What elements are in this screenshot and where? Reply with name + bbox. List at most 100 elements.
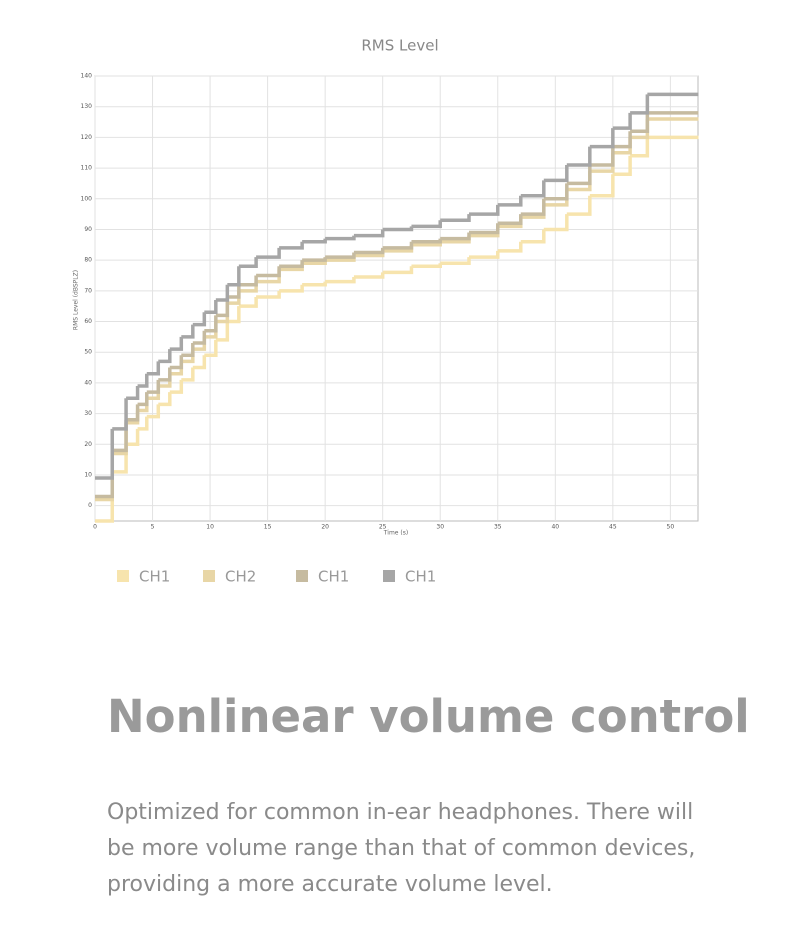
step-segment [543,214,569,232]
legend-label: CH2 [225,568,256,586]
step-segment [192,355,207,370]
y-tick-label: 80 [84,257,92,264]
legend-swatch [383,570,395,582]
step-segment [497,241,523,253]
step-segment [468,223,500,235]
step-segment [256,247,281,259]
step-segment [630,94,650,115]
step-segment [566,165,592,186]
y-tick-label: 100 [81,195,93,202]
y-tick-label: 50 [84,349,92,356]
x-tick-label: 50 [667,524,675,531]
step-segment [204,300,218,315]
step-segment [204,315,218,333]
x-tick-label: 20 [321,524,329,531]
y-tick-label: 90 [84,226,92,233]
heading: Nonlinear volume control [107,690,750,743]
step-segment [589,128,615,149]
body-text: Optimized for common in-ear headphones. … [107,800,696,897]
step-segment [256,266,281,278]
step-segment [630,137,650,158]
step-segment [95,428,115,480]
step-segment [279,260,304,269]
step-segment [612,155,632,176]
step-segment [227,266,241,287]
x-tick-label: 35 [494,524,502,531]
y-tick-label: 0 [88,502,92,509]
step-segment [181,343,195,358]
step-segment [238,257,258,269]
step-segment [181,367,195,382]
step-segment [126,385,140,400]
step-segment [137,373,149,388]
step-segment [612,112,632,130]
y-tick-label: 10 [84,471,92,478]
step-segment [192,330,207,345]
step-segment [497,214,523,226]
step-segment [440,232,471,241]
step-segment [353,229,385,238]
step-segment [215,321,230,342]
step-segment [256,290,281,299]
step-segment [146,361,161,376]
y-tick-label: 20 [84,441,92,448]
y-tick-label: 30 [84,410,92,417]
step-segment [238,275,258,287]
legend-label: CH1 [405,568,436,586]
legend-label: CH1 [139,568,170,586]
step-segment [158,349,172,364]
y-tick-label: 60 [84,318,92,325]
x-tick-label: 25 [379,524,387,531]
step-segment [468,250,500,259]
step-segment [411,220,442,229]
legend-swatch [296,570,308,582]
step-segment [126,404,140,422]
step-segment [169,355,184,370]
step-segment [158,367,172,382]
step-segment [589,146,615,167]
step-segment [112,398,128,431]
y-axis-label: RMS Level (dBSPLZ) [73,270,80,330]
step-segment [192,312,207,327]
step-segment [238,296,258,308]
step-segment [215,284,230,302]
step-segment [146,379,161,394]
step-segment [279,284,304,293]
step-segment [520,180,546,198]
step-segment [137,416,149,431]
step-segment [169,336,184,351]
y-tick-label: 70 [84,287,92,294]
step-segment [169,379,184,394]
step-segment [543,165,569,183]
x-tick-label: 30 [436,524,444,531]
step-segment [630,112,650,133]
x-tick-label: 0 [93,524,97,531]
step-segment [215,296,230,318]
chart-title: RMS Level [361,37,438,55]
step-segment [181,324,195,339]
step-segment [440,257,471,265]
step-segment [566,195,592,216]
chart: RMS Level Time (s) RMS Level (dBSPLZ) 0 1… [73,37,699,586]
step-segment [520,229,546,244]
y-tick-label: 40 [84,379,92,386]
step-segment [279,241,304,250]
x-tick-label: 45 [609,524,617,531]
step-segment [589,174,615,198]
step-segment [612,131,632,149]
legend-swatch [117,570,129,582]
x-tick-label: 5 [151,524,155,531]
step-segment [497,195,523,207]
step-segment [146,404,161,419]
step-segment [382,241,414,250]
step-segment [204,339,218,358]
step-segment [543,183,569,201]
y-tick-label: 130 [81,103,93,110]
step-segment [227,284,241,299]
legend-swatch [203,570,215,582]
y-tick-label: 140 [81,73,93,80]
step-segment [468,204,500,216]
y-tick-label: 120 [81,134,93,141]
x-tick-label: 10 [206,524,214,531]
